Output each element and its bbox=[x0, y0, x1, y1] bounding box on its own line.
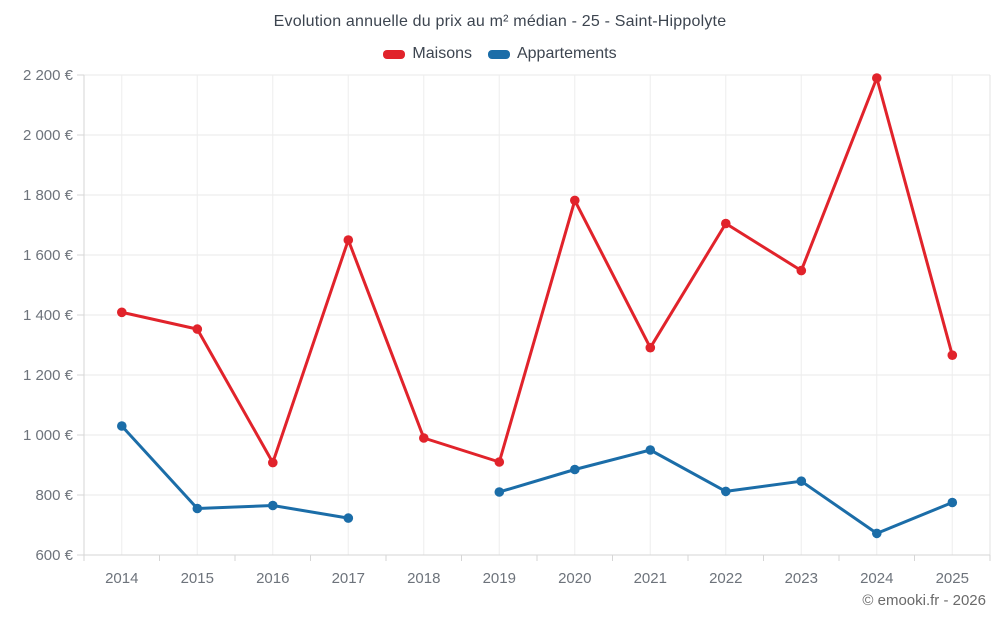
x-axis-label: 2024 bbox=[860, 570, 893, 587]
x-axis-label: 2017 bbox=[332, 570, 365, 587]
point-appartements-2022[interactable] bbox=[721, 486, 731, 497]
point-maisons-2022[interactable] bbox=[721, 218, 731, 229]
y-axis-label: 1 200 € bbox=[23, 367, 74, 384]
point-maisons-2021[interactable] bbox=[645, 342, 656, 353]
point-appartements-2014[interactable] bbox=[117, 421, 127, 431]
x-axis-label: 2018 bbox=[407, 570, 440, 587]
point-maisons-2019[interactable] bbox=[494, 457, 505, 467]
x-axis-label: 2025 bbox=[936, 570, 969, 587]
point-appartements-2021[interactable] bbox=[645, 445, 656, 455]
point-maisons-2017[interactable] bbox=[343, 235, 354, 245]
point-maisons-2014[interactable] bbox=[117, 307, 127, 318]
point-appartements-2023[interactable] bbox=[796, 476, 807, 487]
legend-swatch-appartements bbox=[487, 49, 510, 59]
point-maisons-2018[interactable] bbox=[419, 433, 429, 443]
legend-item-appartements[interactable]: Appartements bbox=[487, 45, 617, 63]
chart-title: Evolution annuelle du prix au m² médian … bbox=[273, 13, 727, 30]
x-axis-label: 2021 bbox=[634, 570, 667, 587]
y-axis-label: 2 000 € bbox=[23, 127, 74, 144]
legend-item-maisons[interactable]: Maisons bbox=[383, 45, 472, 63]
x-axis-label: 2023 bbox=[785, 570, 818, 587]
point-appartements-2020[interactable] bbox=[570, 464, 580, 475]
point-maisons-2024[interactable] bbox=[872, 73, 882, 83]
point-maisons-2015[interactable] bbox=[192, 324, 203, 334]
point-appartements-2016[interactable] bbox=[268, 500, 278, 511]
y-axis-label: 1 600 € bbox=[23, 247, 74, 264]
legend-label-maisons: Maisons bbox=[412, 45, 472, 62]
x-axis-label: 2020 bbox=[558, 570, 591, 587]
point-maisons-2016[interactable] bbox=[268, 457, 278, 468]
x-axis-label: 2022 bbox=[709, 570, 742, 587]
x-axis-label: 2016 bbox=[256, 570, 289, 587]
y-axis-label: 2 200 € bbox=[23, 67, 74, 84]
y-axis-label: 1 000 € bbox=[23, 427, 74, 444]
point-appartements-2025[interactable] bbox=[947, 497, 958, 508]
point-appartements-2015[interactable] bbox=[192, 503, 203, 514]
line-maisons bbox=[120, 76, 954, 465]
legend-swatch-maisons bbox=[383, 49, 406, 59]
point-appartements-2019[interactable] bbox=[494, 487, 505, 497]
x-axis-label: 2015 bbox=[181, 570, 214, 587]
line-appartements bbox=[120, 424, 954, 535]
x-axis-label: 2019 bbox=[483, 570, 516, 587]
point-maisons-2020[interactable] bbox=[570, 195, 580, 206]
y-axis-label: 800 € bbox=[35, 487, 73, 504]
point-maisons-2025[interactable] bbox=[947, 350, 958, 361]
point-appartements-2017[interactable] bbox=[343, 513, 354, 523]
legend: Maisons Appartements bbox=[0, 45, 1000, 63]
legend-label-appartements: Appartements bbox=[516, 45, 617, 62]
y-axis-label: 1 800 € bbox=[23, 187, 74, 204]
y-axis-label: 1 400 € bbox=[23, 307, 74, 324]
x-axis-label: 2014 bbox=[105, 570, 138, 587]
y-axis-label: 600 € bbox=[35, 547, 73, 564]
point-maisons-2023[interactable] bbox=[796, 265, 807, 276]
point-appartements-2024[interactable] bbox=[872, 528, 882, 539]
footer-credit: © emooki.fr - 2026 bbox=[862, 592, 986, 609]
